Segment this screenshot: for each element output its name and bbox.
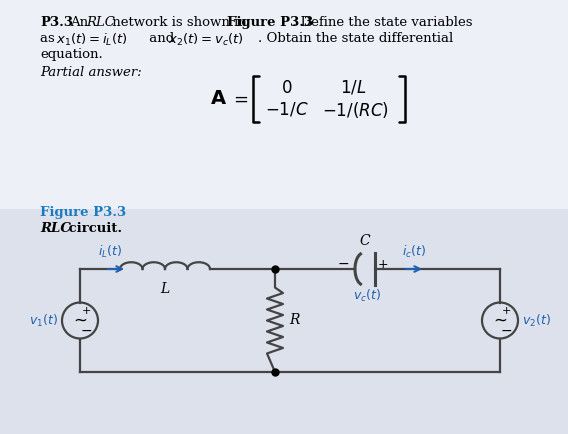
Text: −: − [500, 323, 512, 338]
Text: Figure P3.3: Figure P3.3 [40, 206, 126, 219]
Text: +: + [81, 306, 91, 316]
Text: as: as [40, 32, 59, 45]
Text: $i_L(t)$: $i_L(t)$ [98, 244, 122, 260]
Text: equation.: equation. [40, 48, 103, 61]
Text: C: C [360, 234, 370, 248]
Text: +: + [502, 306, 511, 316]
Text: $x_1(t) = i_L(t)$: $x_1(t) = i_L(t)$ [56, 32, 128, 48]
Text: $v_2(t)$: $v_2(t)$ [522, 312, 551, 329]
Text: +: + [378, 257, 389, 270]
Text: $v_c(t)$: $v_c(t)$ [353, 288, 381, 304]
Text: circuit.: circuit. [64, 222, 122, 235]
Text: ~: ~ [493, 312, 507, 329]
Text: . Define the state variables: . Define the state variables [292, 16, 473, 29]
Text: ~: ~ [73, 312, 87, 329]
Text: Partial answer:: Partial answer: [40, 66, 142, 79]
Text: L: L [160, 282, 170, 296]
Text: $=$: $=$ [230, 90, 249, 108]
Text: $v_1(t)$: $v_1(t)$ [29, 312, 58, 329]
Text: $0$: $0$ [281, 79, 293, 97]
Text: −: − [80, 323, 92, 338]
Text: $x_2(t) = v_c(t)$: $x_2(t) = v_c(t)$ [168, 32, 244, 48]
Text: −: − [337, 257, 349, 271]
Text: network is shown in: network is shown in [108, 16, 251, 29]
Text: $\mathbf{A}$: $\mathbf{A}$ [210, 90, 227, 108]
Text: $1/L$: $1/L$ [340, 79, 366, 97]
Text: An: An [70, 16, 93, 29]
Text: $i_c(t)$: $i_c(t)$ [402, 244, 426, 260]
Bar [0, 0, 568, 209]
Text: . Obtain the state differential: . Obtain the state differential [258, 32, 453, 45]
Text: $-1/(RC)$: $-1/(RC)$ [321, 100, 389, 120]
Text: and: and [145, 32, 178, 45]
Bar [0, 209, 568, 434]
Text: RLC: RLC [40, 222, 71, 235]
Text: P3.3: P3.3 [40, 16, 73, 29]
Text: R: R [289, 313, 299, 328]
Text: $-1/C$: $-1/C$ [265, 101, 309, 119]
Text: Figure P3.3: Figure P3.3 [227, 16, 313, 29]
Text: RLC: RLC [86, 16, 115, 29]
